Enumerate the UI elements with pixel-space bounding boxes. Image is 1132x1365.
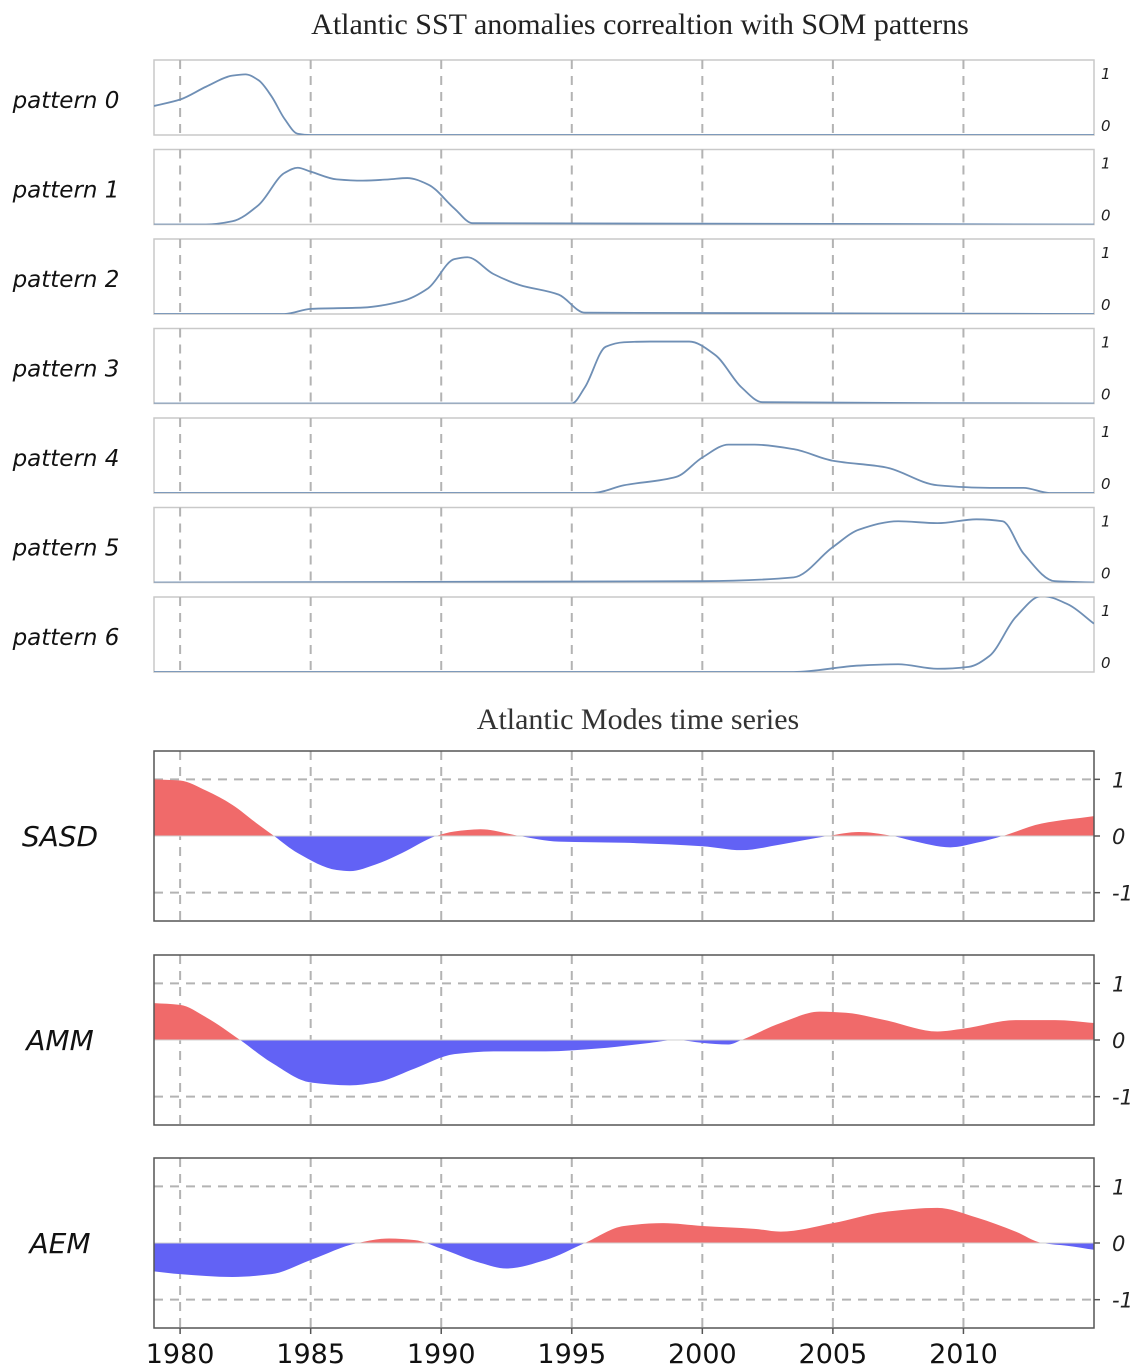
panel-pattern-0: pattern 0 1 0 xyxy=(12,59,1111,136)
ytick-label-1: 1 xyxy=(1101,513,1111,531)
ytick-label-0: 0 xyxy=(1101,475,1111,493)
series-line-pattern-4 xyxy=(154,443,1094,493)
ytick-label: -1 xyxy=(1112,1289,1132,1313)
ytick-label-1: 1 xyxy=(1101,423,1111,441)
ytick-label-0: 0 xyxy=(1101,296,1111,314)
series-label-pattern-2: pattern 2 xyxy=(12,267,120,293)
series-line-pattern-1 xyxy=(154,166,1094,225)
ytick-label: 0 xyxy=(1112,1029,1125,1053)
series-label-pattern-1: pattern 1 xyxy=(12,178,120,204)
bottom-chart-title: Atlantic Modes time series xyxy=(477,703,799,736)
ytick-label-0: 0 xyxy=(1101,565,1111,583)
ytick-label: 1 xyxy=(1112,972,1125,996)
area-positive-sasd xyxy=(154,779,1094,836)
panel-pattern-4: pattern 4 1 0 xyxy=(12,417,1111,494)
ytick-label-0: 0 xyxy=(1101,207,1111,225)
ytick-label-0: 0 xyxy=(1101,654,1111,672)
xtick-label-1985: 1985 xyxy=(276,1339,345,1365)
panel-sasd: -1 0 1 SASD xyxy=(22,750,1132,922)
series-line-pattern-2 xyxy=(154,256,1094,314)
area-negative-aem xyxy=(154,1243,1094,1277)
series-label-pattern-3: pattern 3 xyxy=(12,357,120,383)
panel-frame xyxy=(153,148,1095,226)
xtick-label-2000: 2000 xyxy=(668,1339,737,1365)
panel-pattern-1: pattern 1 1 0 xyxy=(12,148,1111,226)
ytick-label: 0 xyxy=(1112,825,1125,849)
ytick-label: 1 xyxy=(1112,768,1125,792)
ytick-label: 0 xyxy=(1112,1232,1125,1256)
panel-frame xyxy=(153,327,1095,405)
series-line-pattern-6 xyxy=(154,597,1094,672)
panel-pattern-3: pattern 3 1 0 xyxy=(12,327,1111,405)
series-label-pattern-4: pattern 4 xyxy=(12,446,120,472)
ytick-label-0: 0 xyxy=(1101,117,1111,135)
series-label-amm: AMM xyxy=(24,1024,93,1057)
atlantic-mode-panels: -1 0 1 SASD -1 0 1 AMM -1 0 1 AEM xyxy=(22,750,1132,1329)
ytick-label: -1 xyxy=(1112,1086,1132,1110)
ytick-label-1: 1 xyxy=(1101,65,1111,83)
panel-pattern-6: pattern 6 1 0 xyxy=(12,596,1111,673)
series-line-pattern-0 xyxy=(154,73,1094,135)
xtick-label-2005: 2005 xyxy=(799,1339,868,1365)
area-negative-sasd xyxy=(154,836,1094,872)
ytick-label: 1 xyxy=(1112,1175,1125,1199)
panel-frame xyxy=(153,596,1095,673)
series-label-pattern-0: pattern 0 xyxy=(12,88,120,114)
panel-amm: -1 0 1 AMM xyxy=(24,954,1132,1126)
panel-frame xyxy=(153,59,1095,136)
series-label-pattern-6: pattern 6 xyxy=(12,625,120,651)
series-line-pattern-3 xyxy=(154,340,1094,404)
xtick-label-1990: 1990 xyxy=(407,1339,476,1365)
top-chart-title: Atlantic SST anomalies correaltion with … xyxy=(311,8,969,41)
panel-frame xyxy=(153,506,1095,584)
ytick-label-1: 1 xyxy=(1101,244,1111,262)
ytick-label-1: 1 xyxy=(1101,334,1111,352)
ytick-label-1: 1 xyxy=(1101,602,1111,620)
ytick-label: -1 xyxy=(1112,882,1132,906)
xtick-label-1980: 1980 xyxy=(146,1339,215,1365)
xtick-label-2010: 2010 xyxy=(929,1339,998,1365)
ytick-label-1: 1 xyxy=(1101,155,1111,173)
panel-frame xyxy=(153,238,1095,315)
series-label-aem: AEM xyxy=(27,1227,90,1260)
area-negative-amm xyxy=(154,1040,1094,1086)
panel-frame xyxy=(153,417,1095,494)
xtick-label-1995: 1995 xyxy=(537,1339,606,1365)
area-positive-amm xyxy=(154,1003,1094,1040)
panel-aem: -1 0 1 AEM xyxy=(27,1157,1132,1329)
x-axis-ticks: 1980 1985 1990 1995 2000 2005 2010 xyxy=(146,1328,998,1365)
panel-pattern-5: pattern 5 1 0 xyxy=(12,506,1111,584)
series-line-pattern-5 xyxy=(154,518,1094,583)
panel-pattern-2: pattern 2 1 0 xyxy=(12,238,1111,315)
area-positive-aem xyxy=(154,1207,1094,1243)
series-label-pattern-5: pattern 5 xyxy=(12,536,120,562)
ytick-label-0: 0 xyxy=(1101,386,1111,404)
series-label-sasd: SASD xyxy=(22,820,98,853)
